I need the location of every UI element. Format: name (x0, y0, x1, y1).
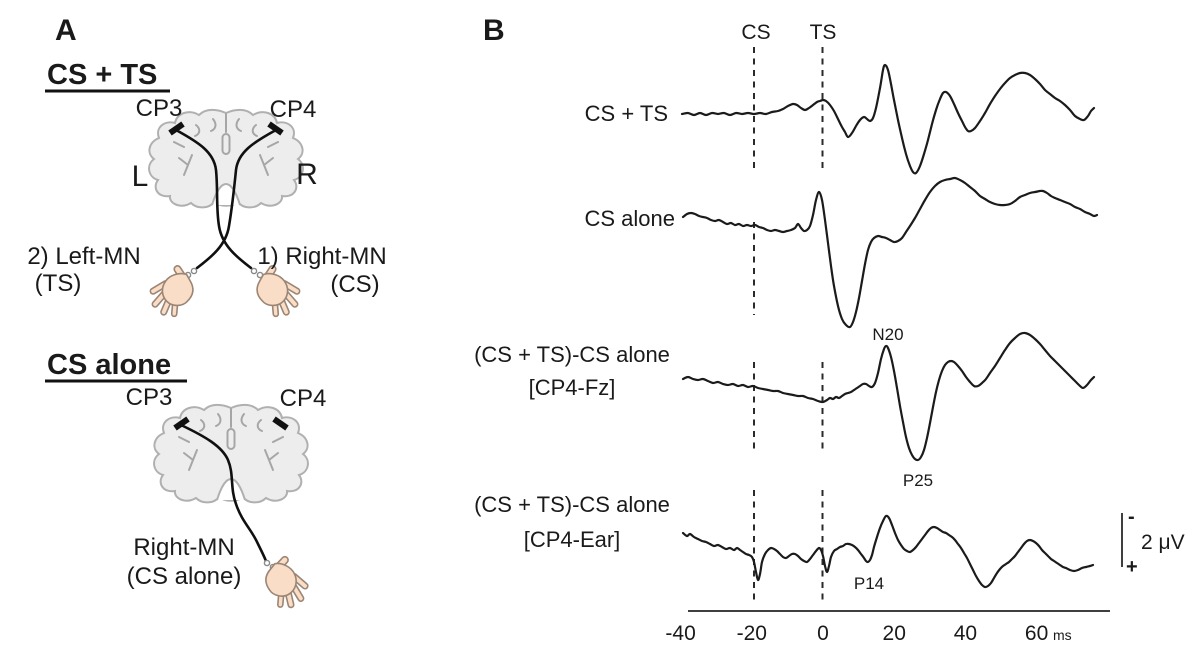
right-median-nerve-alone-sublabel: (CS alone) (127, 563, 242, 590)
left-hand-ts (142, 261, 200, 323)
x-tick-label-20: 20 (883, 622, 906, 645)
trace-label-diff-ear-line1: (CS + TS)-CS alone (474, 492, 670, 517)
panel-b: B CS TS CS + TS CS alone (CS + TS)-CS al… (474, 14, 1185, 645)
panel-a-label: A (55, 14, 77, 47)
electrode-label-cp4-bottom: CP4 (280, 385, 327, 412)
x-tick-label--40: -40 (665, 622, 695, 645)
trace-label-diff-fz-line1: (CS + TS)-CS alone (474, 342, 670, 367)
x-tick-label-0: 0 (817, 622, 829, 645)
scale-bar-plus: + (1126, 556, 1138, 578)
trace-path-diff-cp4-fz (681, 331, 1096, 462)
scale-bar-value: 2 μV (1141, 531, 1185, 554)
cable-cp3-to-right-hand-alone (179, 423, 268, 563)
x-tick-label--20: -20 (737, 622, 767, 645)
trace-path-diff-cp4-ear (681, 514, 1095, 589)
x-tick-label-60: 60 (1025, 622, 1048, 645)
trace-path-cs-alone (681, 176, 1099, 329)
peak-annotations: N20 P25 P14 (854, 325, 933, 593)
right-median-nerve-label: 1) Right-MN (257, 243, 386, 270)
scale-bar-minus: - (1128, 506, 1135, 528)
x-axis-tick-labels: -40 -20 0 20 40 60 (665, 622, 1048, 645)
x-axis-unit-label: ms (1053, 627, 1072, 643)
panel-b-label: B (483, 14, 505, 47)
electrode-label-cp3-bottom: CP3 (126, 384, 173, 411)
wrist-connector (250, 267, 258, 275)
hemisphere-left-label: L (132, 160, 149, 193)
brain-cs-alone (154, 405, 308, 503)
right-median-nerve-alone-label: Right-MN (133, 534, 234, 561)
wrist-connector (190, 267, 198, 275)
trace-label-diff-fz-line2: [CP4-Fz] (529, 375, 616, 400)
condition-cs-ts-title: CS + TS (47, 59, 157, 91)
trace-label-diff-ear-line2: [CP4-Ear] (524, 527, 621, 552)
right-hand-cs (250, 261, 308, 323)
electrode-label-cp3-top: CP3 (136, 95, 183, 122)
stim-dashed-lines (753, 47, 824, 602)
cable-cp3-to-right-hand (174, 128, 253, 270)
left-median-nerve-sublabel: (TS) (35, 270, 82, 297)
electrode-label-cp4-top: CP4 (270, 96, 317, 123)
trace-label-cs-alone: CS alone (584, 206, 675, 231)
hemisphere-right-label: R (296, 158, 318, 191)
annotation-n20: N20 (872, 325, 903, 344)
trace-label-cs-ts: CS + TS (585, 101, 668, 126)
trace-path-cs-ts (680, 63, 1096, 175)
x-tick-label-40: 40 (954, 622, 977, 645)
stim-label-cs: CS (741, 21, 770, 44)
right-median-nerve-sublabel: (CS) (330, 271, 379, 298)
condition-cs-alone-title: CS alone (47, 349, 171, 381)
cable-cp4-to-left-hand (195, 128, 278, 270)
annotation-p25: P25 (903, 471, 933, 490)
wrist-connector (263, 559, 271, 567)
left-median-nerve-label: 2) Left-MN (27, 243, 140, 270)
annotation-p14: P14 (854, 574, 884, 593)
waveform-traces (680, 63, 1099, 589)
panel-a: A CS + TS CP3 CP4 L R 2) Left-MN (TS) 1)… (27, 14, 387, 617)
stim-label-ts: TS (810, 21, 837, 44)
brain-cs-ts (149, 110, 303, 208)
